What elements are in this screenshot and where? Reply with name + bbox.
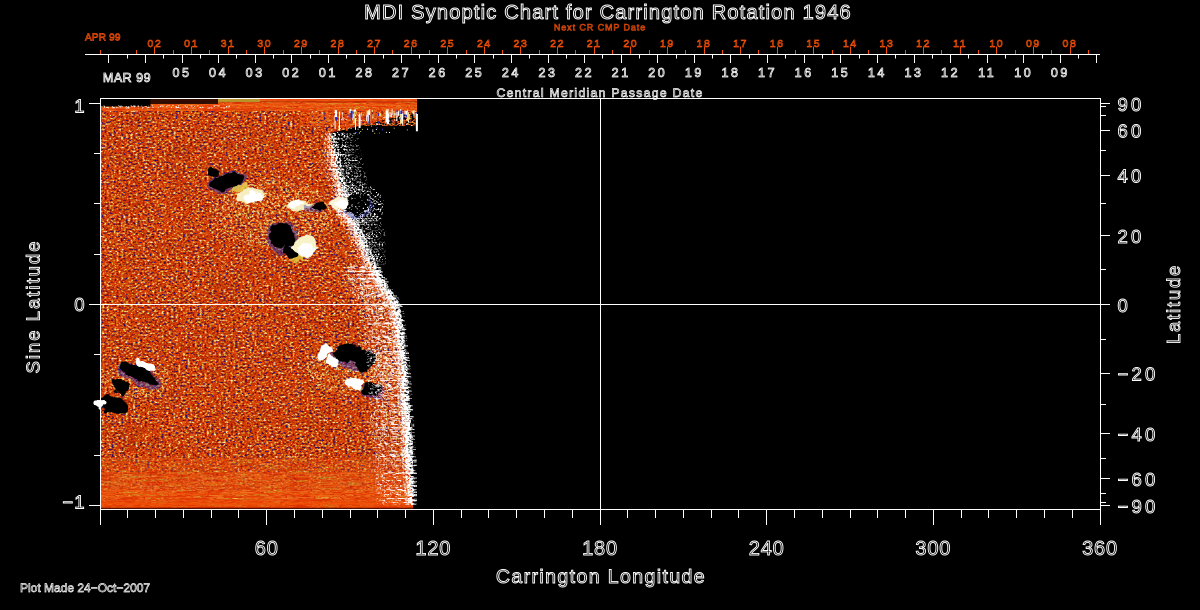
svg-text:14: 14: [843, 38, 858, 50]
svg-text:20: 20: [623, 38, 638, 50]
svg-text:13: 13: [880, 38, 895, 50]
svg-text:40: 40: [1118, 166, 1145, 187]
svg-text:21: 21: [587, 38, 602, 50]
svg-text:27: 27: [367, 38, 382, 50]
svg-text:22: 22: [575, 66, 594, 80]
svg-text:26: 26: [429, 66, 448, 80]
svg-text:28: 28: [355, 66, 374, 80]
svg-text:10: 10: [989, 38, 1004, 50]
svg-text:20: 20: [1118, 226, 1145, 247]
svg-text:09: 09: [1051, 66, 1070, 80]
svg-text:60: 60: [255, 538, 279, 560]
svg-text:26: 26: [404, 38, 419, 50]
svg-text:180: 180: [582, 538, 618, 560]
svg-text:Carrington Longitude: Carrington Longitude: [496, 566, 706, 588]
svg-text:11: 11: [953, 38, 967, 50]
svg-text:22: 22: [550, 38, 565, 50]
svg-text:19: 19: [660, 38, 675, 50]
svg-text:14: 14: [868, 66, 887, 80]
svg-text:Next CR CMP Date: Next CR CMP Date: [554, 23, 646, 33]
svg-text:25: 25: [465, 66, 484, 80]
svg-text:16: 16: [770, 38, 785, 50]
svg-text:300: 300: [915, 538, 951, 560]
svg-text:240: 240: [749, 538, 785, 560]
svg-text:Sine Latitude: Sine Latitude: [23, 239, 44, 373]
svg-text:0: 0: [74, 294, 85, 315]
svg-text:0: 0: [1118, 295, 1132, 316]
svg-text:02: 02: [148, 38, 163, 50]
svg-text:MDI Synoptic Chart for Carring: MDI Synoptic Chart for Carrington Rotati…: [364, 2, 852, 24]
svg-text:17: 17: [733, 38, 748, 50]
svg-text:28: 28: [331, 38, 346, 50]
svg-text:03: 03: [246, 66, 265, 80]
svg-text:−60: −60: [1118, 469, 1159, 490]
svg-text:25: 25: [440, 38, 455, 50]
svg-text:−20: −20: [1118, 364, 1159, 385]
svg-text:15: 15: [806, 38, 821, 50]
svg-text:120: 120: [415, 538, 451, 560]
svg-text:29: 29: [294, 38, 309, 50]
svg-text:09: 09: [1026, 38, 1041, 50]
svg-text:12: 12: [916, 38, 931, 50]
svg-text:18: 18: [721, 66, 740, 80]
svg-text:1: 1: [74, 96, 85, 117]
svg-text:MAR 99: MAR 99: [103, 71, 151, 85]
svg-text:02: 02: [282, 66, 301, 80]
svg-text:Central Meridian Passage Date: Central Meridian Passage Date: [496, 86, 703, 100]
svg-text:23: 23: [514, 38, 529, 50]
svg-text:27: 27: [392, 66, 411, 80]
svg-text:30: 30: [257, 38, 272, 50]
svg-text:01: 01: [319, 66, 338, 80]
svg-text:24: 24: [502, 66, 521, 80]
svg-text:19: 19: [685, 66, 704, 80]
svg-text:15: 15: [831, 66, 850, 80]
svg-text:60: 60: [1118, 121, 1145, 142]
svg-text:−1: −1: [62, 492, 85, 513]
svg-text:18: 18: [697, 38, 712, 50]
svg-text:31: 31: [221, 38, 236, 50]
svg-text:−40: −40: [1118, 424, 1159, 445]
svg-text:11: 11: [978, 66, 996, 80]
svg-text:Latitude: Latitude: [1163, 264, 1184, 344]
svg-text:17: 17: [758, 66, 777, 80]
svg-text:−90: −90: [1118, 496, 1159, 517]
svg-text:23: 23: [538, 66, 557, 80]
svg-text:24: 24: [477, 38, 492, 50]
svg-text:05: 05: [172, 66, 191, 80]
svg-text:12: 12: [941, 66, 960, 80]
svg-text:13: 13: [904, 66, 923, 80]
svg-text:360: 360: [1082, 538, 1118, 560]
svg-text:APR 99: APR 99: [85, 33, 121, 44]
svg-text:01: 01: [184, 38, 199, 50]
svg-text:10: 10: [1014, 66, 1033, 80]
svg-text:08: 08: [1063, 38, 1078, 50]
svg-text:Plot Made 24−Oct−2007: Plot Made 24−Oct−2007: [20, 581, 150, 595]
svg-text:90: 90: [1118, 94, 1145, 115]
svg-text:04: 04: [209, 66, 228, 80]
svg-text:16: 16: [795, 66, 814, 80]
svg-text:20: 20: [648, 66, 667, 80]
svg-text:21: 21: [612, 66, 631, 80]
